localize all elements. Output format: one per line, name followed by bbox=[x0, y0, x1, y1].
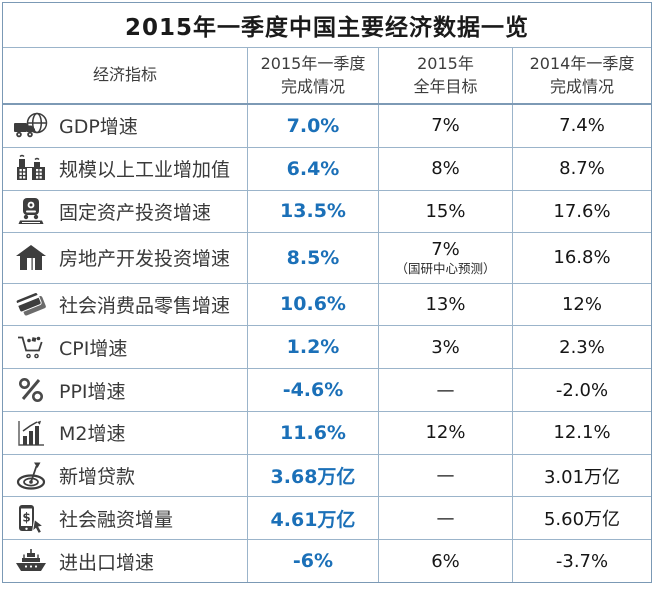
target-2015-value: 3% bbox=[379, 326, 513, 369]
percent-icon bbox=[12, 376, 50, 404]
indicator-label: PPI增速 bbox=[59, 380, 126, 403]
q1-2015-value: -4.6% bbox=[248, 369, 379, 411]
table-row-cpi: CPI增速 1.2% 3% 2.3% bbox=[3, 326, 651, 370]
indicator-cell: 房地产开发投资增速 bbox=[3, 233, 248, 283]
phone-payment-icon: $ bbox=[12, 504, 50, 533]
table-row-ppi: PPI增速 -4.6% — -2.0% bbox=[3, 369, 651, 412]
indicator-cell: PPI增速 bbox=[3, 369, 248, 411]
target-2015-value: — bbox=[379, 497, 513, 540]
factory-icon bbox=[12, 154, 50, 183]
header-q1-2014-line2: 完成情况 bbox=[549, 76, 614, 96]
q1-2015-value: -6% bbox=[248, 540, 379, 582]
indicator-label: 社会消费品零售增速 bbox=[59, 294, 231, 317]
indicator-label: 房地产开发投资增速 bbox=[59, 248, 231, 271]
q1-2015-value: 3.68万亿 bbox=[248, 454, 379, 497]
target-2015-value: — bbox=[379, 369, 513, 411]
indicator-label: GDP增速 bbox=[59, 116, 138, 139]
header-q1-2015-line2: 完成情况 bbox=[280, 76, 345, 96]
target-note: （国研中心预测） bbox=[395, 260, 496, 276]
target-2015-value: 7% （国研中心预测） bbox=[379, 233, 513, 283]
table-row-real-estate: 房地产开发投资增速 8.5% 7% （国研中心预测） 16.8% bbox=[3, 233, 651, 284]
q1-2014-value: 5.60万亿 bbox=[543, 509, 621, 531]
header-target-2015-line1: 2015年 bbox=[417, 54, 474, 74]
economic-data-sheet: 2015年一季度中国主要经济数据一览 经济指标 2015年一季度 完成情况 20… bbox=[2, 2, 652, 583]
indicator-label: 固定资产投资增速 bbox=[59, 201, 212, 224]
shopping-cart-icon bbox=[12, 333, 50, 362]
q1-2014-value: 7.4% bbox=[559, 115, 605, 137]
table-header-row: 经济指标 2015年一季度 完成情况 2015年 全年目标 2014年一季度 完… bbox=[3, 48, 651, 105]
target-2015-value: — bbox=[379, 454, 513, 497]
indicator-label: M2增速 bbox=[59, 423, 126, 446]
table-row-import-export: 进出口增速 -6% 6% -3.7% bbox=[3, 540, 651, 582]
target-2015-value: 8% bbox=[379, 147, 513, 190]
indicator-cell: 社会消费品零售增速 bbox=[3, 283, 248, 326]
bar-chart-icon bbox=[12, 419, 50, 447]
table-row-fixed-assets: 固定资产投资增速 13.5% 15% 17.6% bbox=[3, 190, 651, 234]
indicator-cell: 固定资产投资增速 bbox=[3, 190, 248, 233]
q1-2014-value: -3.7% bbox=[555, 550, 609, 572]
header-target-2015: 2015年 全年目标 bbox=[379, 48, 513, 103]
table-row-social-financing: $ 社会融资增量 4.61万亿 — 5.60万亿 bbox=[3, 497, 651, 541]
table-row-retail: 社会消费品零售增速 10.6% 13% 12% bbox=[3, 283, 651, 327]
dart-target-icon bbox=[12, 461, 50, 490]
house-icon bbox=[12, 244, 50, 271]
header-q1-2014-line1: 2014年一季度 bbox=[529, 54, 635, 74]
q1-2014-value: 2.3% bbox=[559, 336, 605, 358]
q1-2015-value: 4.61万亿 bbox=[248, 497, 379, 540]
indicator-cell: $ 社会融资增量 bbox=[3, 497, 248, 540]
indicator-cell: M2增速 bbox=[3, 411, 248, 454]
svg-text:$: $ bbox=[22, 510, 30, 524]
q1-2014-value: 17.6% bbox=[553, 200, 611, 222]
table-row-gdp: GDP增速 7.0% 7% 7.4% bbox=[3, 105, 651, 148]
indicator-label: 社会融资增量 bbox=[59, 508, 174, 531]
header-target-2015-line2: 全年目标 bbox=[413, 76, 478, 96]
indicator-cell: 进出口增速 bbox=[3, 540, 248, 582]
indicator-label: CPI增速 bbox=[59, 337, 128, 360]
table-row-new-loans: 新增贷款 3.68万亿 — 3.01万亿 bbox=[3, 454, 651, 498]
q1-2015-value: 7.0% bbox=[248, 105, 379, 147]
target-2015-value: 12% bbox=[379, 411, 513, 454]
q1-2015-value: 11.6% bbox=[248, 411, 379, 454]
indicator-cell: 新增贷款 bbox=[3, 454, 248, 497]
target-2015-value: 7% bbox=[379, 105, 513, 147]
header-q1-2014: 2014年一季度 完成情况 bbox=[513, 48, 651, 103]
q1-2014-value: -2.0% bbox=[555, 379, 609, 401]
table-row-industry: 规模以上工业增加值 6.4% 8% 8.7% bbox=[3, 147, 651, 191]
truck-globe-icon bbox=[12, 112, 50, 140]
q1-2015-value: 8.5% bbox=[248, 233, 379, 283]
q1-2014-value: 8.7% bbox=[559, 158, 605, 180]
indicator-label: 进出口增速 bbox=[59, 551, 155, 574]
table-title: 2015年一季度中国主要经济数据一览 bbox=[3, 3, 651, 48]
q1-2014-value: 3.01万亿 bbox=[543, 466, 621, 488]
header-indicator: 经济指标 bbox=[3, 48, 248, 103]
credit-cards-icon bbox=[12, 290, 50, 318]
table-row-m2: M2增速 11.6% 12% 12.1% bbox=[3, 411, 651, 455]
target-value-main: 7% bbox=[431, 238, 460, 260]
indicator-label: 规模以上工业增加值 bbox=[59, 159, 231, 182]
table-body: GDP增速 7.0% 7% 7.4% bbox=[3, 105, 651, 582]
q1-2015-value: 10.6% bbox=[248, 283, 379, 326]
q1-2014-value: 12% bbox=[561, 293, 602, 315]
q1-2015-value: 13.5% bbox=[248, 190, 379, 233]
target-2015-value: 15% bbox=[379, 190, 513, 233]
q1-2014-value: 16.8% bbox=[553, 247, 611, 269]
train-icon bbox=[12, 197, 50, 226]
q1-2014-value: 12.1% bbox=[553, 422, 611, 444]
q1-2015-value: 1.2% bbox=[248, 326, 379, 369]
ship-icon bbox=[12, 548, 50, 574]
header-q1-2015: 2015年一季度 完成情况 bbox=[248, 48, 379, 103]
header-q1-2015-line1: 2015年一季度 bbox=[260, 54, 366, 74]
target-2015-value: 6% bbox=[379, 540, 513, 582]
indicator-cell: 规模以上工业增加值 bbox=[3, 147, 248, 190]
q1-2015-value: 6.4% bbox=[248, 147, 379, 190]
indicator-label: 新增贷款 bbox=[59, 466, 136, 489]
indicator-cell: CPI增速 bbox=[3, 326, 248, 369]
target-2015-value: 13% bbox=[379, 283, 513, 326]
indicator-cell: GDP增速 bbox=[3, 105, 248, 147]
